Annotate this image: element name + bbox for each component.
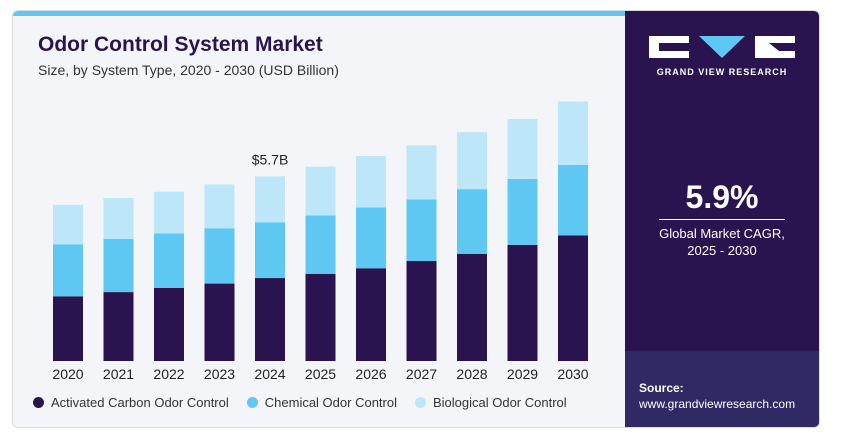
bar-activated-2020 (53, 296, 83, 361)
legend-item-chemical: Chemical Odor Control (246, 395, 397, 410)
bar-chemical-2023 (204, 228, 235, 284)
brand-name: GRAND VIEW RESEARCH (656, 67, 788, 77)
bar-activated-2021 (103, 292, 134, 361)
bar-biological-2027 (406, 145, 437, 200)
bar-biological-2028 (457, 132, 487, 190)
legend-label-chemical: Chemical Odor Control (264, 395, 397, 410)
x-tick-label-2029: 2029 (507, 366, 538, 382)
source-heading: Source: (639, 381, 684, 395)
bar-activated-2024 (255, 278, 285, 361)
cagr-value: 5.9% (685, 179, 759, 215)
bar-chemical-2020 (53, 244, 83, 297)
bar-chemical-2030 (558, 164, 588, 236)
bar-activated-2022 (154, 287, 184, 361)
bar-chemical-2022 (154, 233, 184, 288)
bar-biological-2022 (154, 191, 184, 234)
accent-bar (13, 11, 625, 16)
chart-panel: Odor Control System Market Size, by Syst… (13, 11, 625, 427)
x-tick-label-2020: 2020 (52, 366, 83, 382)
chart-legend: Activated Carbon Odor Control Chemical O… (33, 395, 567, 410)
bar-biological-2024 (255, 176, 285, 223)
bar-biological-2026 (356, 155, 386, 208)
chart-subtitle: Size, by System Type, 2020 - 2030 (USD B… (38, 62, 339, 78)
legend-label-activated: Activated Carbon Odor Control (51, 395, 229, 410)
infographic-card: Odor Control System Market Size, by Syst… (12, 10, 820, 428)
bar-chemical-2021 (103, 238, 134, 293)
x-tick-label-2024: 2024 (254, 366, 285, 382)
bar-biological-2030 (558, 101, 588, 165)
bar-activated-2025 (305, 273, 336, 361)
stacked-bar-chart: 2020 2021 2022 2023 2024 $5.7B 2025 2026 2027 202… (52, 101, 589, 382)
bar-activated-2027 (406, 261, 437, 361)
bar-chemical-2027 (406, 199, 437, 262)
bar-chemical-2026 (356, 207, 386, 269)
x-tick-label-2022: 2022 (153, 366, 184, 382)
cagr-label: Global Market CAGR, 2025 - 2030 (625, 225, 819, 259)
legend-item-biological: Biological Odor Control (414, 395, 567, 410)
source-url: www.grandviewresearch.com (639, 397, 796, 411)
bar-chemical-2029 (507, 178, 538, 245)
source-background (625, 351, 819, 427)
chart-title: Odor Control System Market (38, 33, 323, 56)
x-tick-label-2027: 2027 (406, 366, 437, 382)
bar-activated-2028 (457, 253, 487, 361)
legend-item-activated: Activated Carbon Odor Control (33, 395, 229, 410)
grand-view-research-logo-icon (649, 36, 795, 58)
bar-chemical-2028 (457, 189, 487, 254)
bar-biological-2025 (305, 166, 336, 216)
bar-biological-2021 (103, 198, 134, 239)
data-label-2024: $5.7B (252, 151, 289, 167)
bar-activated-2023 (204, 283, 235, 361)
cagr-divider (659, 219, 785, 220)
x-tick-label-2023: 2023 (204, 366, 235, 382)
bar-activated-2030 (558, 235, 588, 361)
bar-biological-2023 (204, 184, 235, 229)
bar-chemical-2025 (305, 215, 336, 274)
x-tick-label-2028: 2028 (456, 366, 487, 382)
cagr-label-line-1: Global Market CAGR, (659, 226, 785, 241)
x-tick-label-2026: 2026 (355, 366, 386, 382)
x-tick-label-2021: 2021 (103, 366, 134, 382)
bar-activated-2029 (507, 244, 538, 361)
legend-label-biological: Biological Odor Control (432, 395, 567, 410)
legend-swatch-chemical (246, 397, 258, 408)
bar-biological-2020 (53, 204, 83, 245)
cagr-label-line-2: 2025 - 2030 (687, 243, 757, 258)
legend-swatch-biological (414, 397, 426, 408)
x-tick-label-2025: 2025 (305, 366, 336, 382)
side-panel: GRAND VIEW RESEARCH 5.9% Global Market C… (625, 11, 819, 427)
bar-biological-2029 (507, 118, 538, 179)
x-tick-label-2030: 2030 (557, 366, 588, 382)
bar-chemical-2024 (255, 222, 285, 279)
bar-activated-2026 (356, 268, 386, 361)
legend-swatch-activated (33, 397, 44, 408)
